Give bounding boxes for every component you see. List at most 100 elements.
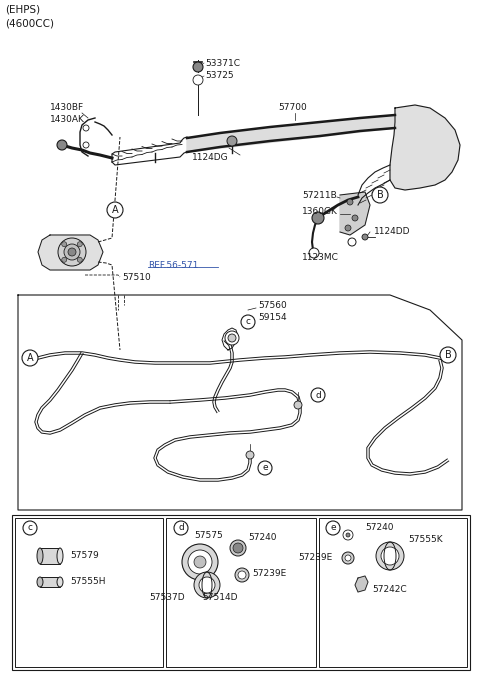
Text: 53371C: 53371C <box>205 58 240 68</box>
Circle shape <box>348 238 356 246</box>
Circle shape <box>233 543 243 553</box>
Text: 1124DD: 1124DD <box>374 227 410 236</box>
Text: (EHPS)
(4600CC): (EHPS) (4600CC) <box>5 5 54 28</box>
Text: 57240: 57240 <box>365 523 394 533</box>
Circle shape <box>62 242 67 246</box>
Circle shape <box>77 242 82 246</box>
Ellipse shape <box>57 577 63 587</box>
Text: A: A <box>27 353 33 363</box>
Circle shape <box>238 571 246 579</box>
Text: 57240: 57240 <box>248 533 276 542</box>
Text: 57514D: 57514D <box>202 592 238 601</box>
Bar <box>40 577 60 587</box>
Circle shape <box>77 257 82 262</box>
Circle shape <box>241 315 255 329</box>
Text: 53725: 53725 <box>205 72 234 81</box>
Circle shape <box>68 248 76 256</box>
Circle shape <box>381 547 399 565</box>
Text: B: B <box>444 350 451 360</box>
Circle shape <box>345 225 351 231</box>
Circle shape <box>194 556 206 568</box>
Text: 57211B: 57211B <box>302 192 337 200</box>
Circle shape <box>326 521 340 535</box>
Bar <box>12 515 470 670</box>
Circle shape <box>376 542 404 570</box>
Circle shape <box>311 388 325 402</box>
Polygon shape <box>355 576 368 592</box>
Text: A: A <box>112 205 118 215</box>
Text: 1430AK: 1430AK <box>50 116 85 125</box>
Circle shape <box>258 461 272 475</box>
Text: 57575: 57575 <box>194 531 223 540</box>
Circle shape <box>188 550 212 574</box>
Text: B: B <box>377 190 384 200</box>
Text: 57239E: 57239E <box>252 569 286 577</box>
Text: 1360GK: 1360GK <box>302 207 338 217</box>
Polygon shape <box>340 192 370 235</box>
Circle shape <box>64 244 80 260</box>
Circle shape <box>182 544 218 580</box>
Text: 1430BF: 1430BF <box>50 102 84 112</box>
Circle shape <box>372 187 388 203</box>
Circle shape <box>346 533 350 537</box>
Text: 57239E: 57239E <box>299 554 333 563</box>
Text: 57537D: 57537D <box>149 594 185 603</box>
Circle shape <box>23 521 37 535</box>
Text: 57555H: 57555H <box>70 577 106 586</box>
Circle shape <box>193 62 203 72</box>
Circle shape <box>107 202 123 218</box>
Bar <box>15 518 163 667</box>
Circle shape <box>235 568 249 582</box>
Circle shape <box>246 451 254 459</box>
Circle shape <box>352 215 358 221</box>
Circle shape <box>230 540 246 556</box>
Text: e: e <box>262 464 268 473</box>
Circle shape <box>22 350 38 366</box>
Circle shape <box>194 572 220 598</box>
Circle shape <box>440 347 456 363</box>
Text: c: c <box>27 523 33 533</box>
Text: e: e <box>330 523 336 533</box>
Bar <box>166 518 316 667</box>
Circle shape <box>309 248 319 258</box>
Ellipse shape <box>37 548 43 564</box>
Text: 1123MC: 1123MC <box>302 253 339 263</box>
Ellipse shape <box>37 577 43 587</box>
Text: REF.56-571: REF.56-571 <box>148 261 198 269</box>
Circle shape <box>57 140 67 150</box>
Polygon shape <box>38 235 103 270</box>
Circle shape <box>228 334 236 342</box>
Circle shape <box>225 331 239 345</box>
Text: 57242C: 57242C <box>372 586 407 594</box>
Circle shape <box>193 75 203 85</box>
Circle shape <box>345 555 351 561</box>
Text: c: c <box>245 318 251 326</box>
Text: d: d <box>178 523 184 533</box>
Circle shape <box>294 401 302 409</box>
Ellipse shape <box>57 548 63 564</box>
Text: 57510: 57510 <box>122 274 151 282</box>
Circle shape <box>58 238 86 266</box>
Circle shape <box>83 125 89 131</box>
Bar <box>319 518 467 667</box>
Circle shape <box>83 142 89 148</box>
Polygon shape <box>390 105 460 190</box>
Circle shape <box>227 136 237 146</box>
Bar <box>40 548 60 564</box>
Circle shape <box>362 234 368 240</box>
Circle shape <box>199 577 215 593</box>
Polygon shape <box>187 115 395 152</box>
Text: 1124DG: 1124DG <box>192 154 228 162</box>
Circle shape <box>342 552 354 564</box>
Text: 59154: 59154 <box>258 313 287 322</box>
Text: 57700: 57700 <box>278 104 307 112</box>
Text: d: d <box>315 391 321 399</box>
Circle shape <box>62 257 67 262</box>
Circle shape <box>347 199 353 205</box>
Text: 57555K: 57555K <box>408 536 443 544</box>
Text: 57579: 57579 <box>70 552 99 561</box>
Text: 57560: 57560 <box>258 301 287 311</box>
Circle shape <box>312 212 324 224</box>
Circle shape <box>174 521 188 535</box>
Circle shape <box>343 530 353 540</box>
